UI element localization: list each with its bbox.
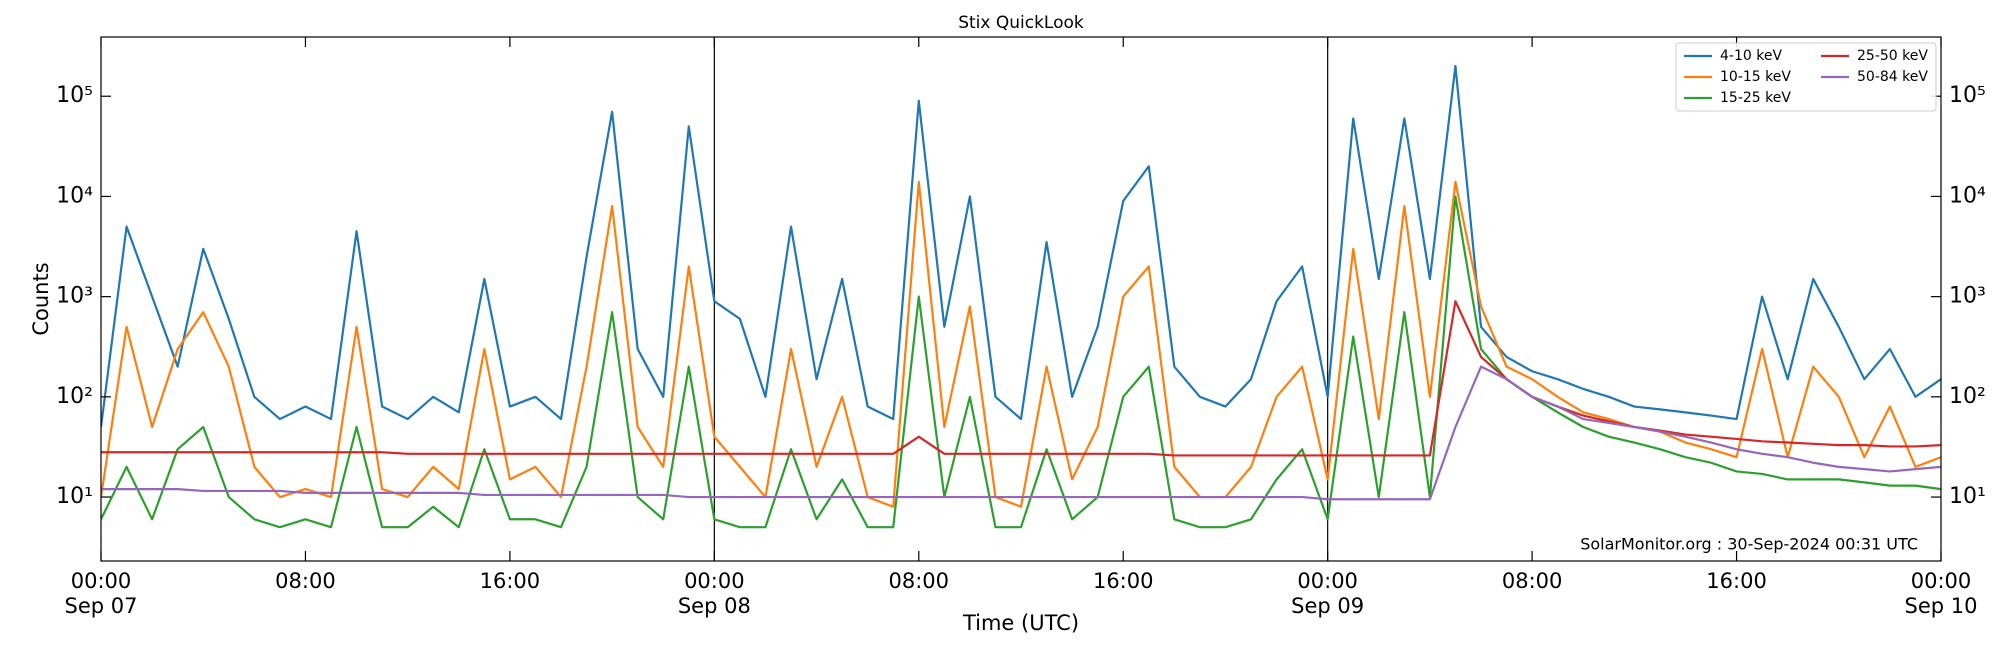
x-tick-label: 16:00 bbox=[1092, 569, 1154, 593]
y-tick-label-right: 10² bbox=[1949, 384, 1986, 409]
legend-label: 15-25 keV bbox=[1720, 90, 1791, 106]
y-axis-label: Counts bbox=[29, 262, 53, 335]
legend-label: 25-50 keV bbox=[1857, 48, 1928, 64]
y-tick-label: 10¹ bbox=[56, 484, 93, 509]
x-tick-label: 00:00 Sep 07 bbox=[64, 569, 138, 618]
y-tick-label-right: 10³ bbox=[1949, 284, 1986, 309]
plot-frame bbox=[100, 36, 1942, 562]
y-tick-label: 10⁵ bbox=[56, 83, 93, 108]
legend-box bbox=[1675, 42, 1937, 112]
x-tick-label: 16:00 bbox=[479, 569, 541, 593]
y-tick-label: 10⁴ bbox=[56, 183, 93, 208]
y-tick-label-right: 10⁴ bbox=[1949, 183, 1986, 208]
x-axis-label: Time (UTC) bbox=[962, 611, 1079, 635]
x-tick-label: 08:00 bbox=[275, 569, 336, 593]
series-line bbox=[101, 195, 1941, 529]
x-tick-label: 08:00 bbox=[1501, 569, 1563, 593]
y-tick-label-right: 10¹ bbox=[1949, 484, 1986, 509]
legend: 4-10 keV 10-15 keV 15-25 keV 25-50 keV 50-84… bbox=[1675, 42, 1937, 112]
x-tick-label: 00:00 Sep 08 bbox=[677, 569, 751, 618]
y-tick-label: 10² bbox=[56, 384, 93, 409]
legend-label: 4-10 keV bbox=[1720, 48, 1782, 64]
series-line bbox=[101, 180, 1941, 508]
series-line bbox=[101, 365, 1941, 501]
x-tick-label: 16:00 bbox=[1706, 569, 1767, 593]
chart-title: Stix QuickLook bbox=[958, 13, 1084, 33]
legend-label: 10-15 keV bbox=[1720, 69, 1791, 85]
series-line bbox=[101, 64, 1941, 428]
y-tick-label-right: 10⁵ bbox=[1949, 83, 1986, 108]
x-tick-label: 08:00 bbox=[888, 569, 950, 593]
x-tick-label: 00:00 Sep 09 bbox=[1291, 569, 1365, 618]
plot-lines bbox=[101, 64, 1941, 529]
x-tick-label: 00:00 Sep 10 bbox=[1904, 569, 1978, 618]
y-tick-label: 10³ bbox=[56, 284, 93, 309]
annotation: SolarMonitor.org : 30-Sep-2024 00:31 UTC bbox=[1580, 535, 1918, 554]
legend-label: 50-84 keV bbox=[1857, 69, 1928, 85]
